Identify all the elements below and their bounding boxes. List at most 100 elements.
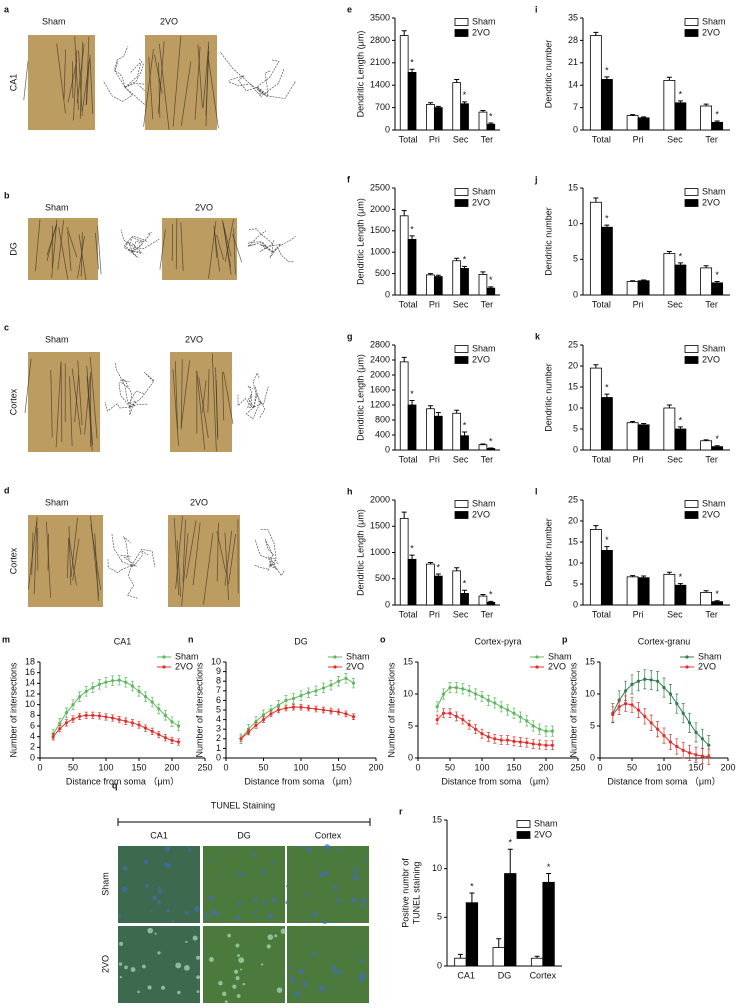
bar [663,253,676,296]
cell [218,873,222,877]
x-tick-label: Sec [453,609,469,619]
x-tick-label: Sec [667,299,683,309]
point [656,727,660,731]
series-line [240,706,354,740]
error-bar [641,423,647,425]
neurite [208,220,217,279]
significance-marker: * [679,415,683,425]
panel-letter: j [534,174,538,184]
tracing [269,564,286,577]
point [284,706,288,710]
bar [478,444,488,451]
y-tick-label: 18 [25,656,35,666]
x-tick-label: 50 [68,762,78,772]
y-tick-label: 15 [568,536,578,546]
legend-swatch [684,356,699,364]
significance-marker: * [463,90,467,100]
legend-label: Sham [472,498,496,508]
point [448,686,452,690]
significance-marker: * [437,562,441,572]
legend-swatch [684,345,699,353]
error-bar [666,404,672,408]
neurite [216,234,225,261]
point [467,723,471,727]
tracing [228,81,262,98]
cell [266,944,271,949]
y-tick-label: 15 [585,656,595,666]
significance-marker: * [410,389,414,399]
cell [237,901,242,906]
x-tick-label: Pri [633,454,644,464]
error-bar [435,105,441,108]
point [97,714,101,718]
neurite [71,368,82,435]
error-bar [488,286,494,289]
tracing [129,371,155,408]
cell [119,976,122,979]
neurite [97,225,102,275]
y-tick-label: 0 [385,444,390,454]
y-tick-label: 4 [216,714,221,724]
point [448,711,452,715]
significance-marker: * [463,255,467,265]
cell [130,967,136,972]
error-bar [462,431,468,436]
point [130,684,134,688]
legend-swatch [684,29,699,37]
tracing [120,378,133,408]
y-axis-label: Number of intersections [568,662,578,758]
error-bar [427,102,433,105]
panel-letter: d [4,485,10,495]
bar [478,274,488,296]
neurite [70,517,78,578]
cell [336,898,341,904]
bar [426,408,435,451]
point [291,696,296,701]
neurite [55,360,62,448]
y-tick-label: 800 [375,414,390,424]
x-tick-label: Sec [667,609,683,619]
error-bar [593,364,599,369]
bar [426,104,435,131]
point [177,740,181,744]
cell [276,987,283,993]
error-bar [496,938,502,948]
neurite [45,521,52,598]
point [630,703,634,707]
y-tick-label: 8 [216,676,221,686]
x-tick-label: 100 [293,762,308,772]
tracing [115,362,131,408]
cell [285,885,289,888]
point [117,678,121,682]
bar [711,282,724,296]
x-tick-label: Sec [667,454,683,464]
cell [256,918,259,921]
significance-marker: * [715,270,719,280]
neurite [78,234,87,280]
x-tick-label: Pri [633,134,644,144]
neurite [192,522,201,586]
panel-letter: a [4,4,10,14]
tracing [127,565,138,599]
significance-marker: * [410,58,414,68]
point [104,715,108,719]
point [344,676,348,680]
error-bar [593,197,599,203]
x-tick-label: Cortex [530,970,557,980]
point [486,735,490,739]
cell [208,895,214,901]
legend-label: Sham [472,343,496,353]
bar [637,280,650,296]
x-tick-label: Pri [429,134,440,144]
neurite [94,232,100,270]
point [144,726,148,730]
bar [711,446,724,451]
tracing [132,231,152,253]
error-bar [534,955,540,959]
neurite [34,219,41,272]
neurite [66,226,78,258]
cell [194,906,200,913]
cell [240,968,243,971]
error-bar [630,280,636,282]
cell [171,920,175,923]
